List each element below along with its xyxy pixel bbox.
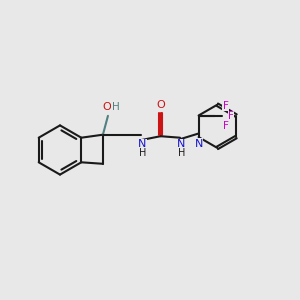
Text: H: H [178,148,185,158]
Text: H: H [139,148,146,158]
Text: O: O [102,102,111,112]
Text: N: N [138,139,146,149]
Text: N: N [194,139,203,149]
Text: H: H [112,102,119,112]
Text: O: O [156,100,165,110]
Text: F: F [223,101,229,111]
Text: N: N [177,139,185,149]
Text: F: F [228,111,234,121]
Text: F: F [223,121,229,131]
